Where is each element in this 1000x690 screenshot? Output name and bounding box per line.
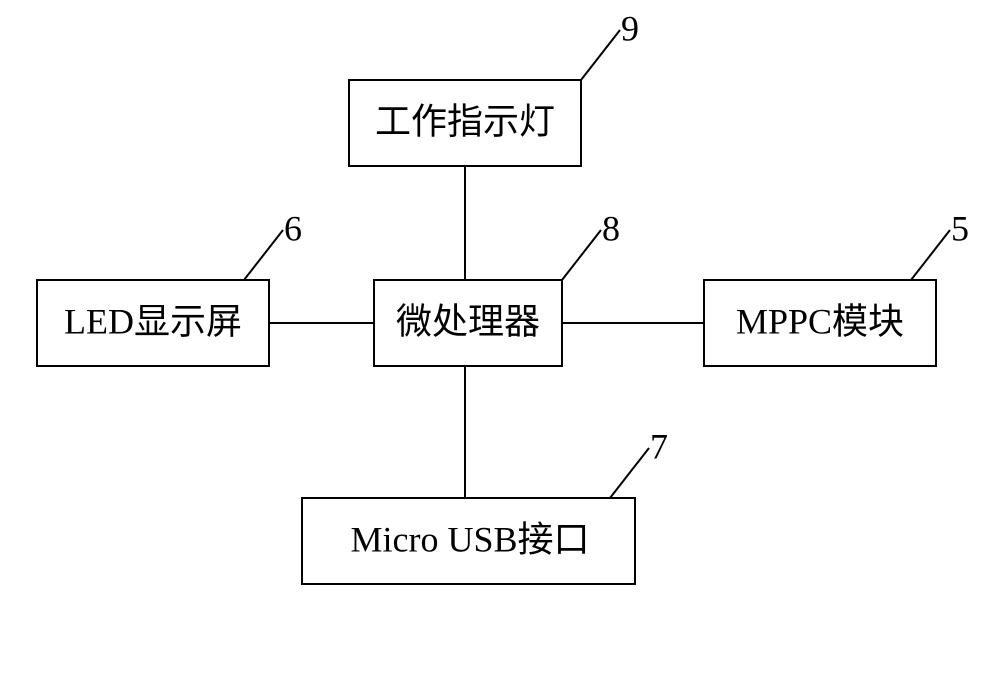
node-left-number: 6 bbox=[284, 208, 302, 248]
leader-right bbox=[911, 230, 950, 280]
node-bottom-number: 7 bbox=[650, 426, 668, 466]
node-center-label: 微处理器 bbox=[396, 301, 540, 341]
node-right-label: MPPC模块 bbox=[736, 301, 904, 341]
diagram-canvas: 工作指示灯 9 LED显示屏 6 微处理器 8 MPPC模块 5 Micro U… bbox=[0, 0, 1000, 690]
node-left-label: LED显示屏 bbox=[64, 301, 242, 341]
leader-left bbox=[244, 230, 283, 280]
node-right: MPPC模块 5 bbox=[704, 208, 969, 366]
leader-bottom bbox=[610, 448, 649, 498]
leader-top bbox=[581, 30, 620, 80]
node-top-label: 工作指示灯 bbox=[375, 101, 555, 141]
node-left: LED显示屏 6 bbox=[37, 208, 302, 366]
node-top: 工作指示灯 9 bbox=[349, 8, 639, 166]
node-center-number: 8 bbox=[602, 208, 620, 248]
leader-center bbox=[562, 230, 601, 280]
node-center: 微处理器 8 bbox=[374, 208, 620, 366]
node-bottom: Micro USB接口 7 bbox=[302, 426, 668, 584]
node-right-number: 5 bbox=[951, 208, 969, 248]
node-bottom-label: Micro USB接口 bbox=[350, 519, 589, 559]
node-top-number: 9 bbox=[621, 8, 639, 48]
